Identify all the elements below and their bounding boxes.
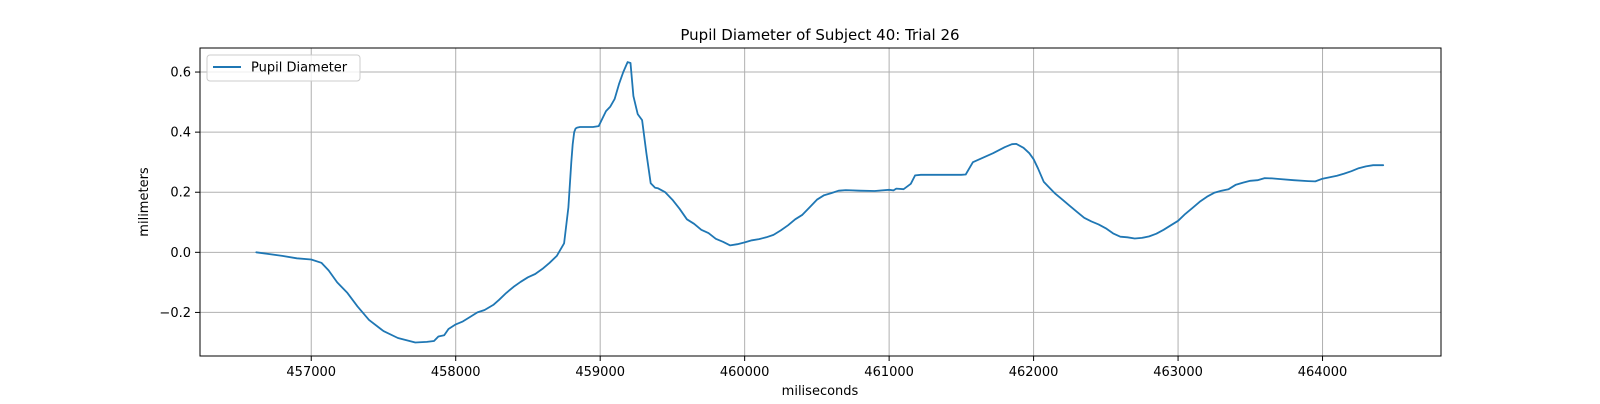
x-tick-label: 464000 xyxy=(1298,365,1348,380)
chart-title: Pupil Diameter of Subject 40: Trial 26 xyxy=(680,26,959,44)
x-tick-label: 459000 xyxy=(575,365,625,380)
y-axis-label: milimeters xyxy=(137,167,152,237)
y-tick-label: 0.0 xyxy=(170,246,191,261)
y-tick-label: 0.6 xyxy=(170,66,191,81)
legend-label-pupil-diameter: Pupil Diameter xyxy=(251,61,348,76)
series-layer xyxy=(255,61,1385,344)
y-axis-ticks: −0.2 0.0 0.2 0.4 0.6 xyxy=(159,66,200,321)
y-tick-label: −0.2 xyxy=(159,306,191,321)
y-tick-label: 0.2 xyxy=(170,186,191,201)
plot-frame xyxy=(199,47,1442,357)
y-tick-label: 0.4 xyxy=(170,126,191,141)
x-tick-label: 463000 xyxy=(1153,365,1203,380)
x-axis-label: miliseconds xyxy=(782,384,859,399)
x-tick-label: 461000 xyxy=(864,365,914,380)
x-tick-label: 462000 xyxy=(1009,365,1059,380)
x-tick-label: 458000 xyxy=(431,365,481,380)
legend-box xyxy=(206,54,361,82)
x-tick-label: 457000 xyxy=(286,365,336,380)
series-line-pupil-diameter xyxy=(255,61,1385,344)
x-axis-ticks: 457000 458000 459000 460000 461000 462000 4630… xyxy=(286,356,1347,380)
x-tick-label: 460000 xyxy=(720,365,770,380)
legend: Pupil Diameter xyxy=(206,54,361,82)
grid xyxy=(200,48,1441,356)
